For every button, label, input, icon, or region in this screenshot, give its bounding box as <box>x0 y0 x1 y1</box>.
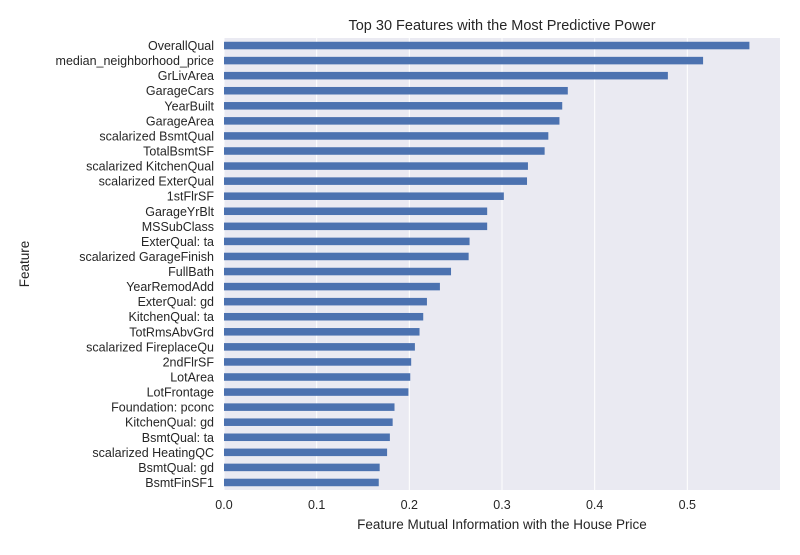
y-tick-label: LotFrontage <box>147 386 214 400</box>
y-tick-label: 2ndFlrSF <box>163 355 215 369</box>
bar <box>224 463 380 472</box>
y-tick-label: GrLivArea <box>158 69 214 83</box>
x-tick-labels: 0.0 0.1 0.2 0.3 0.4 0.5 <box>215 498 696 512</box>
bar <box>224 162 528 170</box>
y-tick-label: YearBuilt <box>164 99 214 113</box>
y-tick-label: BsmtFinSF1 <box>145 476 214 490</box>
y-tick-label: scalarized GarageFinish <box>79 250 214 264</box>
bar <box>224 132 549 140</box>
bar <box>224 41 750 50</box>
y-tick-label: OverallQual <box>148 39 214 53</box>
bar <box>224 71 668 80</box>
y-tick-label: TotalBsmtSF <box>143 145 214 159</box>
x-tick-label: 0.5 <box>679 498 696 512</box>
y-axis-label: Feature <box>17 241 32 288</box>
bar <box>224 478 379 487</box>
bar <box>224 358 412 366</box>
bar <box>224 86 568 95</box>
x-tick-label: 0.2 <box>401 498 418 512</box>
bar <box>224 147 545 155</box>
y-tick-label: scalarized KitchenQual <box>86 160 214 174</box>
y-tick-label: 1stFlrSF <box>167 190 215 204</box>
bar <box>224 312 424 321</box>
x-tick-label: 0.4 <box>586 498 603 512</box>
bar <box>224 282 440 291</box>
bar <box>224 102 563 110</box>
y-tick-label: GarageArea <box>146 114 214 128</box>
bar <box>224 252 469 261</box>
bar <box>224 448 388 457</box>
bar <box>224 328 420 336</box>
bar <box>224 177 528 185</box>
x-tick-label: 0.1 <box>308 498 325 512</box>
y-tick-label: KitchenQual: ta <box>129 310 215 324</box>
bar <box>224 373 411 381</box>
y-tick-label: BsmtQual: gd <box>138 461 214 475</box>
bar <box>224 222 488 231</box>
bar <box>224 418 393 426</box>
y-tick-label: GarageCars <box>146 84 214 98</box>
bar <box>224 343 415 351</box>
y-tick-label: ExterQual: ta <box>141 235 214 249</box>
bar <box>224 207 488 216</box>
bar <box>224 117 560 125</box>
y-tick-label: FullBath <box>168 265 214 279</box>
x-tick-label: 0.3 <box>493 498 510 512</box>
y-tick-label: BsmtQual: ta <box>142 431 214 445</box>
chart-title: Top 30 Features with the Most Predictive… <box>348 18 655 34</box>
bar <box>224 56 704 65</box>
bar <box>224 403 395 411</box>
y-tick-label: scalarized HeatingQC <box>92 446 214 460</box>
y-tick-label: KitchenQual: gd <box>125 416 214 430</box>
bar <box>224 388 409 396</box>
y-tick-label: scalarized BsmtQual <box>99 129 214 143</box>
y-tick-label: median_neighborhood_price <box>56 54 215 68</box>
y-tick-labels: OverallQualmedian_neighborhood_priceGrLi… <box>56 39 215 490</box>
y-tick-label: GarageYrBlt <box>145 205 214 219</box>
bar <box>224 192 504 200</box>
y-tick-label: MSSubClass <box>142 220 214 234</box>
y-tick-label: YearRemodAdd <box>126 280 214 294</box>
bar <box>224 267 452 276</box>
bars <box>224 41 750 487</box>
y-tick-label: LotArea <box>170 371 214 385</box>
bar <box>224 433 390 442</box>
y-tick-label: TotRmsAbvGrd <box>129 325 214 339</box>
y-tick-label: scalarized FireplaceQu <box>86 340 214 354</box>
x-axis-label: Feature Mutual Information with the Hous… <box>357 517 647 532</box>
y-tick-label: ExterQual: gd <box>138 295 214 309</box>
y-tick-label: scalarized ExterQual <box>99 175 214 189</box>
bar <box>224 237 470 246</box>
gridlines <box>223 38 688 490</box>
x-tick-label: 0.0 <box>215 498 232 512</box>
bar <box>224 297 427 306</box>
y-tick-label: Foundation: pconc <box>111 401 214 415</box>
